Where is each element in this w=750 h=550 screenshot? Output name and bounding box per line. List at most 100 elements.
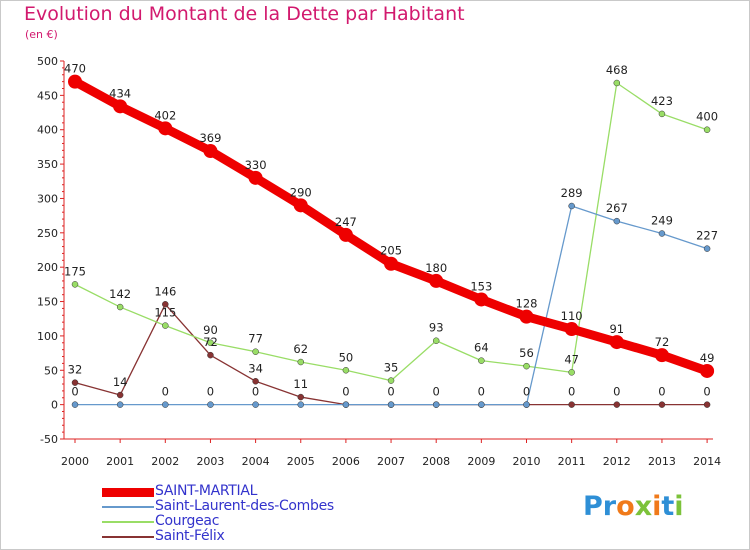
y-tick-label: -50: [40, 433, 58, 446]
legend-swatch: [102, 487, 154, 497]
data-label: 128: [516, 297, 538, 311]
data-label: 247: [335, 215, 357, 229]
x-tick-label: 2000: [61, 455, 89, 468]
data-point: [158, 121, 173, 136]
data-label: 249: [651, 214, 673, 228]
data-point: [429, 273, 444, 288]
y-tick-label: 150: [37, 296, 58, 309]
data-label: 14: [113, 375, 128, 389]
data-point: [609, 335, 624, 350]
data-point: [658, 110, 666, 118]
data-label: 77: [248, 332, 263, 346]
data-point: [252, 401, 259, 408]
legend-swatch: [102, 506, 154, 508]
x-tick-label: 2011: [558, 455, 586, 468]
data-label: 91: [609, 322, 624, 336]
data-point: [613, 401, 621, 408]
data-point: [568, 202, 575, 210]
legend-label: Saint-Félix: [155, 528, 225, 544]
data-point: [519, 309, 534, 324]
data-label: 227: [696, 229, 718, 243]
chart-title: Evolution du Montant de la Dette par Hab…: [24, 3, 465, 25]
data-point: [474, 292, 489, 307]
data-point: [162, 401, 169, 408]
legend-label: Saint-Laurent-des-Combes: [155, 498, 334, 514]
data-point: [478, 357, 485, 364]
x-tick-label: 2008: [422, 455, 450, 468]
data-point: [338, 227, 353, 242]
data-label: 0: [523, 385, 530, 399]
data-point: [568, 369, 575, 376]
data-label: 153: [470, 279, 492, 293]
data-point: [162, 322, 169, 329]
data-label: 11: [293, 377, 308, 391]
x-tick-label: 2006: [332, 455, 360, 468]
data-label: 146: [154, 284, 176, 298]
x-tick-label: 2004: [242, 455, 270, 468]
data-label: 34: [248, 361, 263, 375]
x-tick-label: 2012: [603, 455, 631, 468]
y-tick-label: 50: [44, 364, 58, 377]
data-label: 0: [433, 385, 440, 399]
y-tick-label: 250: [37, 227, 58, 240]
data-label: 62: [293, 342, 308, 356]
data-label: 64: [474, 341, 489, 355]
chart-unit: (en €): [25, 28, 58, 41]
data-point: [116, 391, 124, 399]
x-tick-label: 2009: [467, 455, 495, 468]
x-tick-label: 2005: [287, 455, 315, 468]
logo-letter: t: [661, 491, 675, 522]
data-point: [203, 144, 218, 159]
data-label: 402: [154, 108, 176, 122]
logo-letter: x: [634, 491, 653, 522]
data-label: 290: [290, 185, 312, 199]
data-point: [703, 126, 711, 133]
data-point: [523, 362, 530, 370]
data-label: 110: [561, 309, 583, 323]
y-tick-label: 300: [37, 192, 58, 205]
legend-label: SAINT-MARTIAL: [155, 483, 258, 499]
logo-letter: r: [602, 491, 617, 522]
data-point: [478, 401, 485, 408]
data-label: 50: [339, 350, 354, 364]
logo-letter: P: [583, 491, 603, 522]
data-label: 142: [109, 287, 131, 301]
y-tick-label: 200: [37, 261, 58, 274]
data-point: [207, 351, 214, 359]
x-tick-label: 2013: [648, 455, 676, 468]
x-tick-label: 2003: [196, 455, 224, 468]
data-point: [293, 198, 308, 213]
data-point: [297, 393, 304, 401]
data-label: 56: [519, 346, 534, 360]
x-tick-label: 2014: [693, 455, 721, 468]
data-point: [432, 337, 440, 344]
data-label: 90: [203, 323, 218, 337]
data-point: [71, 379, 79, 386]
data-point: [252, 378, 259, 385]
legend-swatch: [102, 536, 154, 538]
data-point: [113, 99, 128, 114]
data-point: [68, 74, 82, 89]
data-label: 0: [568, 385, 575, 399]
data-label: 423: [651, 94, 673, 108]
y-tick-label: 0: [51, 399, 58, 412]
data-label: 205: [380, 244, 402, 258]
data-point: [342, 401, 350, 408]
data-label: 267: [606, 201, 628, 215]
data-label: 47: [564, 352, 579, 366]
data-label: 0: [613, 385, 620, 399]
y-tick-label: 100: [37, 330, 58, 343]
proxiti-logo: Proxiti: [583, 491, 684, 522]
data-label: 72: [203, 335, 218, 349]
data-label: 0: [252, 385, 259, 399]
data-label: 468: [606, 63, 628, 77]
x-tick-label: 2007: [377, 455, 405, 468]
data-label: 180: [425, 261, 447, 275]
data-point: [564, 322, 579, 337]
data-label: 400: [696, 110, 718, 124]
data-label: 369: [199, 131, 221, 145]
data-label: 0: [207, 385, 214, 399]
data-label: 0: [342, 385, 349, 399]
data-label: 49: [700, 351, 715, 365]
